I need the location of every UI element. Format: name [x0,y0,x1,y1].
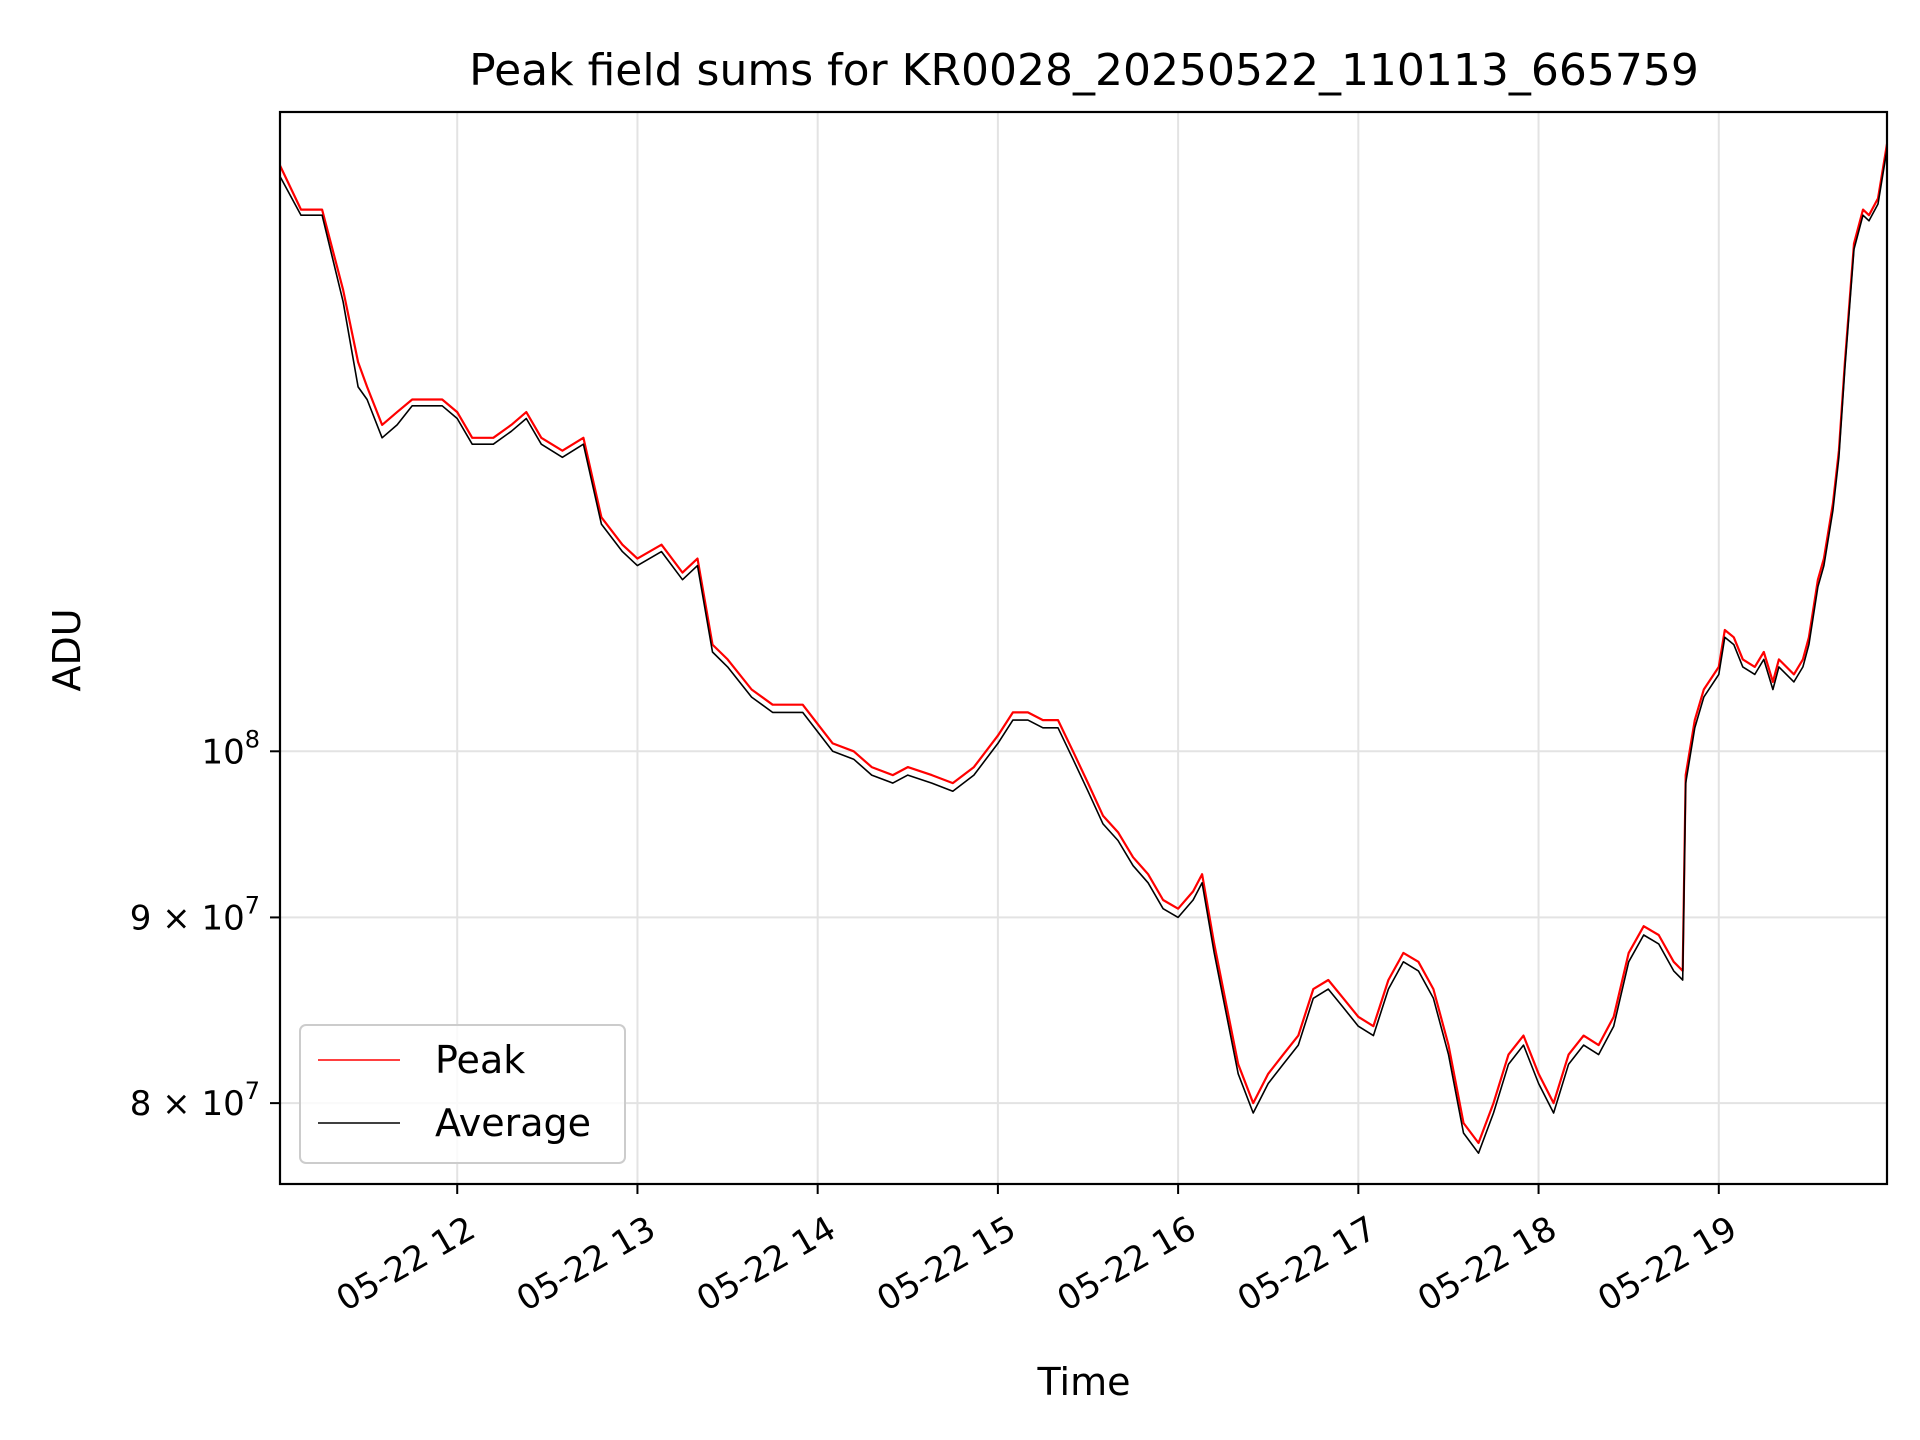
chart-title: Peak field sums for KR0028_20250522_1101… [469,45,1699,96]
series-line-peak [279,143,1889,1145]
y-axis: 8 × 107 9 × 107 108 [130,725,280,1124]
legend-label-peak: Peak [435,1038,525,1082]
y-tick-label: 8 × 107 [130,1077,260,1124]
legend-label-average: Average [435,1101,591,1145]
x-axis-label: Time [1037,1360,1131,1404]
grid [280,112,1887,1184]
legend: Peak Average [299,1024,626,1164]
y-tick-label: 108 [201,725,260,772]
y-tick-label: 9 × 107 [130,891,260,938]
plot-area-frame [278,110,1889,1186]
series-layer [279,143,1889,1154]
y-axis-label: ADU [45,608,89,691]
series-line-average [279,149,1888,1154]
